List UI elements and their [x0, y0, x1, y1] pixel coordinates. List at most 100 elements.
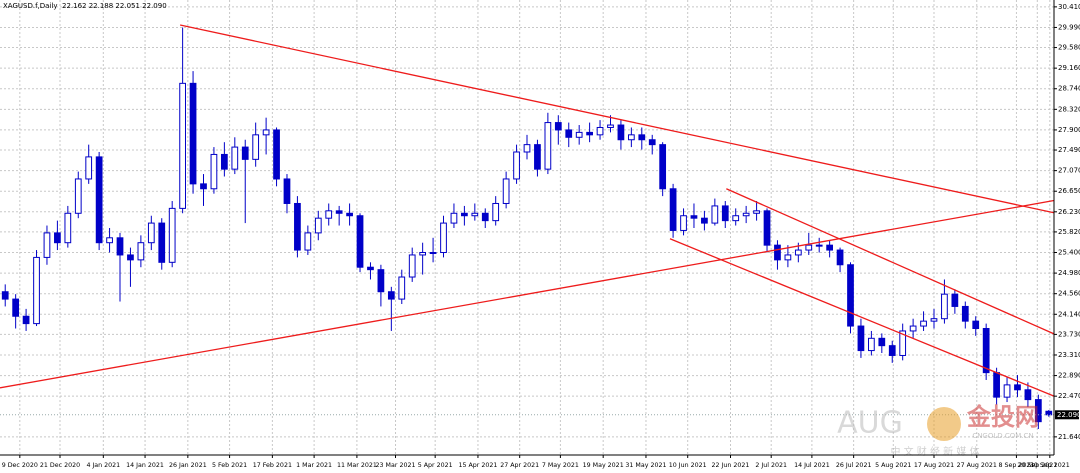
- candle-body: [554, 122, 562, 131]
- trendline: [726, 188, 1055, 335]
- candle-body: [847, 264, 854, 327]
- candle-body: [106, 237, 113, 244]
- candle-body: [367, 266, 374, 271]
- x-tick-label: 20 Sep 2021: [1017, 462, 1057, 469]
- candle-body: [888, 345, 896, 356]
- y-tick-label: 23.310: [1058, 351, 1080, 359]
- candle-body: [294, 202, 301, 251]
- candle-body: [220, 153, 228, 170]
- candle-body: [930, 318, 938, 322]
- candle-body: [784, 254, 792, 261]
- candle-body: [763, 210, 771, 246]
- candle-body: [502, 178, 510, 204]
- candle-body: [450, 212, 458, 224]
- candle-body: [815, 244, 823, 247]
- candle-body: [1045, 410, 1053, 416]
- current-price-label: 22.090: [1057, 411, 1080, 419]
- candle-body: [669, 188, 677, 231]
- candle-body: [1, 291, 9, 300]
- candle-body: [95, 156, 103, 244]
- x-tick-label: 2 Jul 2021: [755, 462, 787, 469]
- candle-body: [200, 183, 207, 190]
- candle-body: [565, 129, 573, 138]
- y-tick-label: 27.900: [1058, 126, 1080, 134]
- y-tick-label: 24.140: [1058, 310, 1080, 318]
- candle-body: [137, 242, 145, 261]
- candle-body: [33, 256, 40, 325]
- x-tick-label: 17 Feb 2021: [253, 462, 292, 469]
- y-tick-label: 28.740: [1058, 85, 1080, 93]
- y-tick-label: 24.980: [1058, 269, 1080, 277]
- trendline: [0, 199, 1055, 389]
- candle-body: [262, 129, 270, 136]
- candle-body: [387, 291, 395, 300]
- candle-body: [461, 212, 468, 217]
- candle-body: [513, 151, 520, 180]
- x-tick-label: 27 Aug 2021: [957, 462, 997, 469]
- x-tick-label: 5 Apr 2021: [418, 462, 453, 469]
- current-price-box: [1055, 410, 1079, 420]
- x-tick-label: 5 Aug 2021: [875, 462, 911, 469]
- candle-body: [794, 249, 802, 256]
- x-tick-label: 11 Mar 2021: [337, 462, 377, 469]
- candle-body: [408, 254, 416, 278]
- candle-body: [690, 215, 698, 219]
- watermark-logo: [927, 407, 961, 441]
- candle-body: [596, 126, 604, 136]
- candle-body: [941, 293, 948, 320]
- x-tick-label: 30 Sep 2021: [1030, 462, 1070, 469]
- candle-body: [74, 178, 82, 214]
- x-tick-label: 23 Mar 2021: [376, 462, 416, 469]
- candle-body: [12, 298, 20, 317]
- x-tick-label: 7 May 2021: [542, 462, 579, 469]
- marks: [0, 24, 1055, 430]
- y-tick-label: 29.580: [1058, 44, 1080, 52]
- candle-body: [335, 210, 343, 214]
- candle-body: [377, 269, 385, 293]
- candle-body: [85, 156, 93, 180]
- candle-body: [732, 215, 740, 222]
- candle-body: [22, 315, 30, 325]
- candle-body: [680, 215, 687, 231]
- candle-body: [346, 212, 353, 217]
- candle-body: [398, 276, 406, 300]
- y-tick-label: 22.470: [1058, 392, 1080, 400]
- candle-body: [1003, 384, 1011, 398]
- candle-body: [64, 212, 72, 244]
- y-tick-label: 27.490: [1058, 146, 1080, 154]
- candle-body: [471, 212, 479, 217]
- candle-body: [774, 244, 781, 261]
- x-tick-label: 17 Aug 2021: [914, 462, 954, 469]
- candle-body: [158, 222, 166, 263]
- candle-body: [648, 139, 656, 146]
- candle-body: [753, 210, 760, 214]
- candle-body: [1014, 384, 1021, 391]
- y-tick-label: 25.820: [1058, 228, 1080, 236]
- candle-body: [179, 82, 186, 209]
- candle-body: [627, 134, 635, 141]
- candle-body: [909, 325, 917, 332]
- candle-body: [147, 222, 155, 244]
- candle-body: [993, 372, 1000, 398]
- trendline: [669, 238, 1055, 397]
- y-tick-label: 26.650: [1058, 187, 1080, 195]
- x-tick-label: 19 May 2021: [583, 462, 624, 469]
- y-tick-label: 28.320: [1058, 105, 1080, 113]
- candle-body: [805, 244, 813, 251]
- candle-body: [721, 205, 729, 222]
- candle-body: [920, 320, 927, 327]
- candle-body: [586, 131, 593, 136]
- candle-body: [440, 222, 447, 254]
- x-tick-label: 9 Dec 2020: [2, 462, 38, 469]
- candle-body: [252, 134, 260, 160]
- watermark-url: CNGOLD.COM.CN: [972, 432, 1033, 440]
- y-tick-label: 30.410: [1058, 3, 1080, 11]
- candle-body: [1034, 399, 1042, 423]
- candle-body: [899, 330, 907, 356]
- y-tick-label: 29.990: [1058, 23, 1080, 31]
- header-values: 22.162 22.188 22.051 22.090: [62, 2, 167, 10]
- candle-body: [127, 254, 134, 261]
- chart-title: XAGUSD.f,Daily: [3, 2, 57, 10]
- candle-body: [429, 252, 437, 255]
